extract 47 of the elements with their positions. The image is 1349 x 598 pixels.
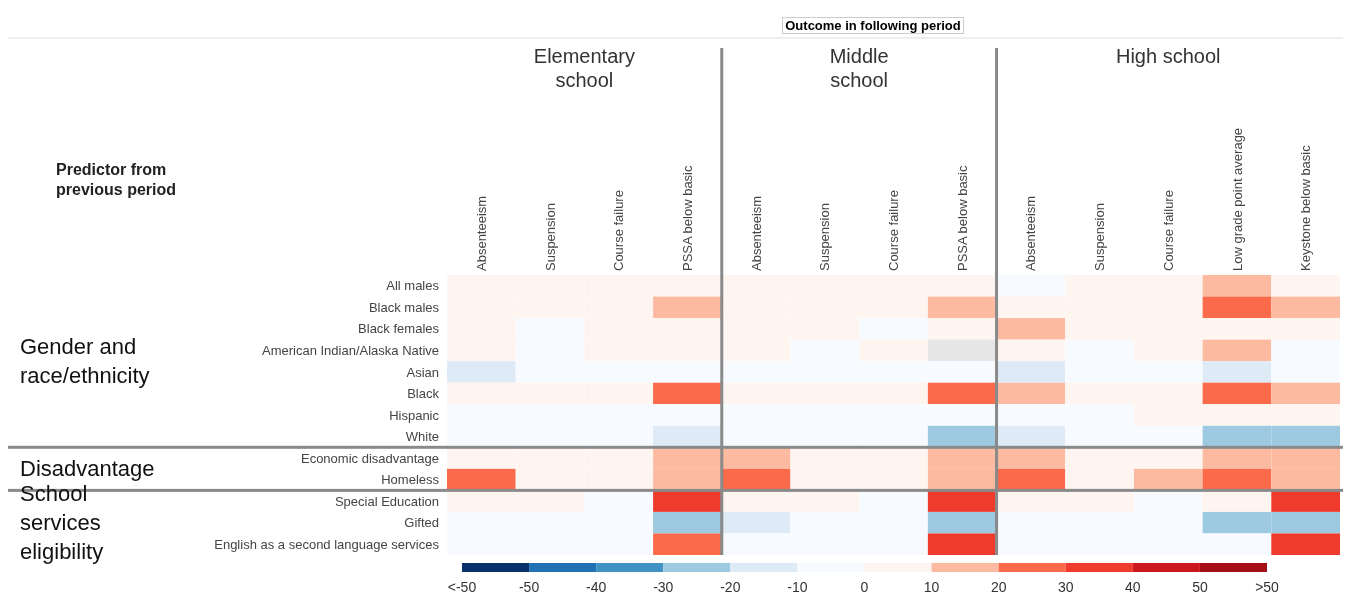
text: School services eligibility <box>20 481 105 567</box>
color-bar-label: -50 <box>518 579 540 595</box>
y-tick-label: American Indian/Alaska Native <box>261 343 439 358</box>
x-tick-label: PSSA below basic <box>954 165 970 271</box>
color-bar-label: >50 <box>1255 579 1280 595</box>
y-tick-label: Asian <box>406 364 439 380</box>
text: Elementary school <box>532 44 636 92</box>
y-tick-label: Economic disadvantage <box>300 450 439 466</box>
y-tick-label: Hispanic <box>389 407 440 423</box>
color-bar-label: 0 <box>860 579 869 595</box>
color-bar-label: 50 <box>1192 579 1208 595</box>
x-tick-label: Course failure <box>1160 190 1176 271</box>
y-tick-label: Black <box>407 386 440 402</box>
y-tick-label: Homeless <box>381 472 440 488</box>
color-bar-label: 40 <box>1125 579 1141 595</box>
y-tick-label: All males <box>386 278 440 294</box>
y-tick-label: Gifted <box>404 515 439 531</box>
color-bar-label: <-50 <box>447 579 477 595</box>
x-tick-label: PSSA below basic <box>679 165 695 271</box>
text: Disadvantage <box>20 455 155 484</box>
y-tick-label: English as a second language services <box>214 536 440 552</box>
x-tick-label: Keystone below basic <box>1298 144 1314 271</box>
x-tick-label: Low grade point average <box>1229 127 1245 271</box>
y-tick-label: Black males <box>368 299 440 315</box>
text: Gender and race/ethnicity <box>20 333 151 391</box>
y-tick-label: White <box>405 429 439 445</box>
x-tick-label: Absenteeism <box>473 195 489 271</box>
text: Predictor from previous period <box>56 160 178 200</box>
y-tick-label: Black females <box>358 321 440 337</box>
x-tick-label: Suspension <box>817 203 833 271</box>
color-bar-label: 30 <box>1057 579 1074 595</box>
y-tick-label: Special Education <box>334 493 439 509</box>
x-tick-label: Course failure <box>886 190 902 271</box>
x-tick-label: Suspension <box>1092 203 1108 271</box>
color-bar-label: 20 <box>990 579 1007 595</box>
color-bar-label: -30 <box>653 579 674 595</box>
x-tick-label: Absenteeism <box>1023 195 1039 271</box>
x-tick-label: Absenteeism <box>748 195 764 271</box>
color-bar-label: -40 <box>586 579 607 595</box>
text: Middle school <box>828 44 890 92</box>
text: High school <box>1115 44 1222 68</box>
text: Outcome in following period <box>782 17 964 34</box>
x-tick-label: Suspension <box>542 203 558 271</box>
color-bar-label: -10 <box>787 579 808 595</box>
x-tick-label: Course failure <box>611 190 627 271</box>
color-bar-label: -20 <box>720 579 741 595</box>
color-bar-label: 10 <box>923 579 940 595</box>
